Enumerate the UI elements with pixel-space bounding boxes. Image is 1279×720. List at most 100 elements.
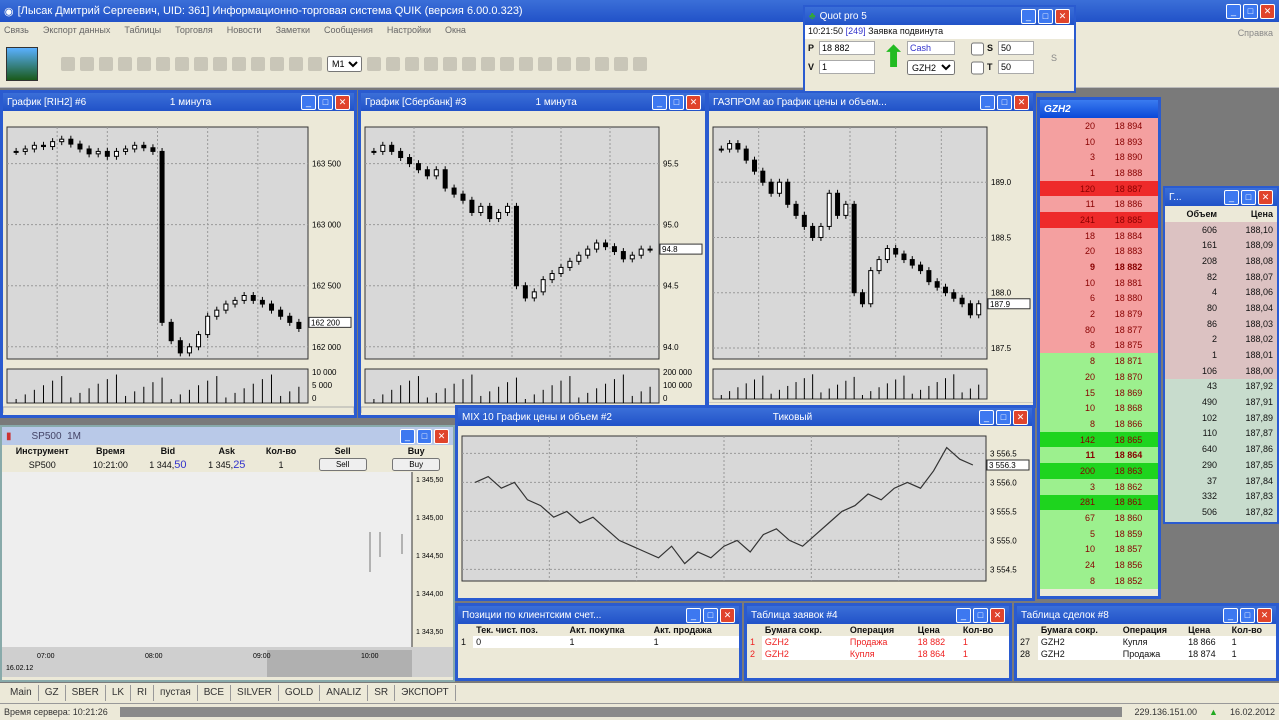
window-titlebar[interactable]: Г... _ □ ✕ [1165, 188, 1277, 206]
book-row[interactable]: 15 18 869 [1040, 384, 1158, 401]
book-row[interactable]: 1 18 888 [1040, 165, 1158, 181]
book-row[interactable]: 490 187,91 [1165, 394, 1277, 410]
interval-select[interactable]: M1 [327, 55, 362, 72]
book-row[interactable]: 106 188,00 [1165, 362, 1277, 379]
book-row[interactable]: 506 187,82 [1165, 504, 1277, 520]
maximize-button[interactable]: □ [703, 607, 718, 623]
book-row[interactable]: 8 18 852 [1040, 572, 1158, 589]
window-titlebar[interactable]: Таблица заявок #4 _ □ ✕ [747, 606, 1009, 624]
maximize-button[interactable]: □ [317, 94, 333, 110]
move-icon[interactable] [405, 56, 419, 71]
close-button[interactable]: ✕ [1014, 94, 1029, 110]
vline-icon[interactable] [519, 56, 533, 71]
book-row[interactable]: 10 18 893 [1040, 133, 1158, 150]
sp500-chart[interactable]: 1 345,50 1 345,00 1 344,50 1 344,00 1 343,50… [2, 472, 453, 677]
menu-item[interactable]: Связь [4, 25, 29, 35]
maximize-button[interactable]: □ [1241, 189, 1256, 205]
minimize-button[interactable]: _ [300, 94, 316, 110]
s-input[interactable] [998, 41, 1034, 55]
book-row[interactable]: 200 18 863 [1040, 463, 1158, 479]
t-input[interactable] [998, 60, 1034, 74]
table-row[interactable]: 28 GZH2 Продажа 18 874 1 [1017, 648, 1276, 660]
book-row[interactable]: 8 18 871 [1040, 353, 1158, 369]
book-row[interactable]: 80 188,04 [1165, 300, 1277, 316]
book-row[interactable]: 161 188,09 [1165, 237, 1277, 254]
close-button[interactable]: ✕ [1258, 189, 1273, 205]
book-row[interactable]: 9 18 882 [1040, 259, 1158, 275]
menu-item[interactable]: Новости [226, 25, 262, 35]
circle-icon[interactable] [424, 56, 438, 71]
close-button[interactable]: ✕ [1055, 8, 1070, 24]
window-titlebar[interactable]: График [Сбербанк] #3 1 минута _ □ ✕ [361, 93, 705, 111]
table-icon[interactable] [118, 56, 132, 71]
book-row[interactable]: 10 18 868 [1040, 400, 1158, 417]
t-checkbox[interactable] [971, 61, 984, 75]
buy-button[interactable]: Buy [392, 458, 441, 471]
help-icon[interactable] [232, 56, 246, 71]
maximize-button[interactable]: □ [1038, 8, 1053, 24]
minimize-button[interactable]: _ [979, 409, 994, 425]
minimize-button[interactable]: _ [686, 607, 701, 623]
book-row[interactable]: 120 18 887 [1040, 180, 1158, 197]
minimize-button[interactable]: _ [1223, 607, 1238, 623]
price-input[interactable] [819, 41, 875, 55]
book-row[interactable]: 5 18 859 [1040, 525, 1158, 542]
hline-icon[interactable] [500, 56, 514, 71]
book-row[interactable]: 10 18 881 [1040, 274, 1158, 291]
book-row[interactable]: 10 18 857 [1040, 541, 1158, 558]
tab-0[interactable]: Main [4, 685, 39, 701]
window-titlebar[interactable]: График [RIH2] #6 1 минута _ □ ✕ [3, 93, 354, 111]
maximize-button[interactable]: □ [417, 428, 432, 444]
maximize-button[interactable]: □ [1240, 607, 1255, 623]
menu-item[interactable]: Экспорт данных [42, 25, 111, 35]
sell-button[interactable]: Sell [318, 458, 367, 471]
book-row[interactable]: 2 18 879 [1040, 306, 1158, 322]
account-input[interactable] [907, 41, 955, 55]
minimize-button[interactable]: _ [1224, 189, 1239, 205]
maximize-button[interactable]: □ [996, 409, 1011, 425]
drop-icon[interactable] [367, 56, 381, 71]
book-row[interactable]: 8 18 866 [1040, 416, 1158, 432]
book-row[interactable]: 80 18 877 [1040, 321, 1158, 338]
diamond-icon[interactable] [443, 56, 457, 71]
book-row[interactable]: 11 18 864 [1040, 447, 1158, 464]
book-row[interactable]: 290 187,85 [1165, 457, 1277, 473]
book-row[interactable]: 241 18 885 [1040, 212, 1158, 228]
volume-input[interactable] [819, 60, 875, 74]
price-chart[interactable]: 3 556.5 3 556.0 3 555.5 3 555.0 3 554.5 3 556… [458, 426, 1032, 596]
menu-item[interactable]: Таблицы [124, 25, 162, 35]
maximize-button[interactable]: □ [997, 94, 1012, 110]
hand-icon[interactable] [462, 56, 476, 71]
table-row[interactable]: 1 GZH2 Продажа 18 882 1 [747, 636, 1009, 648]
window-titlebar[interactable]: Позиции по клиентским счет... _ □ ✕ [458, 606, 739, 624]
tab-1[interactable]: GZ [39, 685, 66, 701]
window-titlebar[interactable]: ▮ SP500 1M _ □ ✕ [2, 427, 453, 445]
close-button[interactable]: ✕ [1013, 409, 1028, 425]
tab-8[interactable]: GOLD [279, 685, 321, 701]
book-row[interactable]: 142 18 865 [1040, 431, 1158, 448]
minimize-button[interactable]: _ [652, 94, 667, 110]
close-button[interactable]: ✕ [990, 607, 1005, 623]
window-icon[interactable] [99, 56, 113, 71]
arrow-up-icon[interactable]: ⬆ [881, 41, 907, 74]
window-titlebar[interactable]: GZH2 [1040, 100, 1158, 118]
menu-item[interactable]: Окна [445, 25, 466, 35]
search-icon[interactable] [175, 56, 189, 71]
book-row[interactable]: 20 18 883 [1040, 243, 1158, 260]
book-row[interactable]: 11 18 886 [1040, 196, 1158, 213]
book-row[interactable]: 82 188,07 [1165, 268, 1277, 285]
menu-item[interactable]: Сообщения [324, 25, 373, 35]
window-titlebar[interactable]: ГАЗПРОМ ао График цены и объем... _ □ ✕ [709, 93, 1033, 111]
tab-3[interactable]: LK [106, 685, 132, 701]
columns-icon[interactable] [614, 56, 628, 71]
book-row[interactable]: 20 18 894 [1040, 118, 1158, 134]
table-row[interactable]: 27 GZH2 Купля 18 866 1 [1017, 636, 1276, 648]
book-row[interactable]: 43 187,92 [1165, 378, 1277, 395]
price-chart[interactable]: 163 500 163 000 162 500 162 000 162 200 10 00… [3, 111, 354, 415]
book-row[interactable]: 6 18 880 [1040, 290, 1158, 307]
book-row[interactable]: 1 188,01 [1165, 347, 1277, 363]
book-row[interactable]: 86 188,03 [1165, 315, 1277, 332]
refresh-icon[interactable] [213, 56, 227, 71]
filter-icon[interactable] [194, 56, 208, 71]
maximize-button[interactable]: □ [973, 607, 988, 623]
